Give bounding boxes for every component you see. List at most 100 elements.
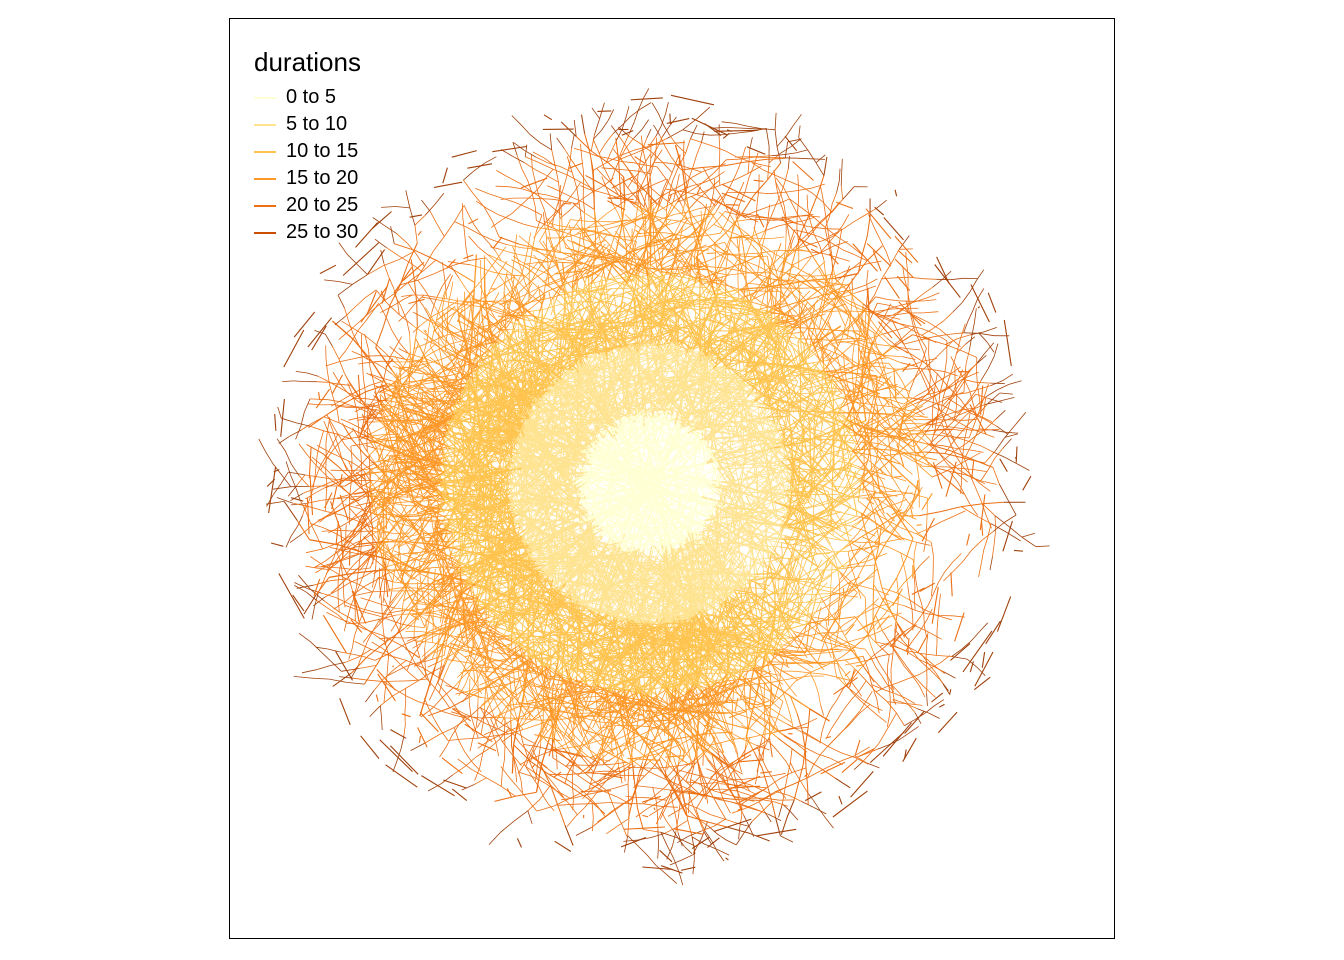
road-segment: [694, 214, 705, 217]
road-segment: [918, 447, 926, 457]
road-segment: [350, 491, 366, 495]
road-segment: [385, 316, 393, 331]
road-segment: [338, 327, 353, 340]
road-segment: [743, 787, 757, 795]
road-segment: [821, 457, 829, 467]
road-segment: [697, 807, 711, 815]
road-segment: [613, 219, 628, 223]
road-segment: [390, 462, 395, 478]
road-segment: [499, 265, 512, 275]
road-segment: [527, 798, 541, 812]
road-segment: [528, 272, 537, 286]
road-segment: [698, 448, 701, 459]
road-segment: [368, 679, 384, 682]
road-segment: [325, 470, 328, 485]
road-segment: [407, 362, 411, 377]
road-segment: [782, 677, 797, 681]
road-segment: [325, 361, 339, 367]
road-segment: [532, 756, 548, 768]
road-segment: [754, 581, 758, 602]
road-segment: [406, 319, 410, 334]
road-segment: [423, 306, 431, 320]
road-segment: [382, 258, 400, 267]
road-segment: [680, 281, 682, 292]
road-segment: [694, 309, 697, 320]
road-segment: [474, 777, 487, 785]
road-segment: [802, 540, 810, 549]
road-segment: [820, 435, 831, 438]
road-segment: [461, 784, 475, 791]
road-segment: [574, 803, 593, 805]
road-segment: [415, 250, 437, 261]
road-segment: [558, 275, 573, 282]
road-segment: [605, 825, 618, 835]
road-segment: [860, 700, 870, 709]
road-segment: [692, 219, 702, 226]
road-segment: [814, 386, 822, 395]
road-segment: [654, 786, 666, 797]
road-segment: [769, 679, 783, 684]
road-segment: [440, 353, 455, 360]
road-segment: [341, 564, 350, 578]
road-segment: [479, 752, 484, 768]
road-segment: [399, 314, 413, 326]
road-segment: [295, 425, 302, 440]
road-segment: [455, 270, 475, 283]
road-segment: [531, 154, 533, 169]
road-segment: [820, 394, 829, 402]
road-segment: [615, 722, 635, 734]
road-segment: [646, 128, 652, 139]
road-segment: [421, 296, 436, 300]
road-segment: [822, 761, 839, 770]
road-segment: [815, 275, 825, 277]
road-segment: [352, 274, 368, 285]
road-segment: [800, 605, 808, 615]
road-segment: [468, 235, 479, 248]
road-segment: [592, 716, 600, 729]
road-segment: [477, 246, 490, 257]
road-segment: [591, 803, 594, 818]
road-segment: [500, 820, 515, 833]
road-segment: [528, 290, 549, 304]
road-segment: [332, 404, 346, 407]
road-segment: [888, 363, 896, 372]
road-segment: [542, 373, 550, 382]
road-segment: [309, 539, 339, 546]
road-segment: [669, 255, 679, 261]
road-segment: [391, 329, 400, 343]
road-segment: [849, 713, 860, 725]
road-segment: [813, 496, 816, 507]
road-segment: [327, 399, 346, 404]
road-segment: [676, 740, 686, 752]
road-segment: [312, 516, 326, 525]
road-segment: [645, 710, 663, 715]
road-segment: [804, 320, 814, 332]
road-segment: [502, 302, 507, 316]
road-segment: [670, 274, 682, 282]
road-segment: [382, 626, 386, 642]
road-segment: [872, 705, 883, 711]
road-segment: [784, 679, 798, 693]
road-segment: [491, 283, 504, 292]
road-segment: [890, 417, 899, 426]
road-segment: [328, 433, 335, 447]
road-segment: [400, 306, 407, 320]
road-segment: [888, 441, 891, 451]
road-segment: [345, 524, 347, 540]
road-segment: [549, 238, 556, 252]
road-segment: [631, 228, 636, 241]
road-segment: [374, 238, 387, 249]
road-segment: [548, 251, 556, 269]
road-segment: [704, 304, 707, 317]
road-segment: [348, 321, 354, 336]
road-segment: [624, 709, 630, 720]
road-segment: [304, 474, 322, 478]
road-segment: [383, 668, 395, 680]
road-segment: [682, 853, 696, 860]
road-segment: [752, 587, 767, 590]
road-segment: [321, 465, 333, 476]
road-segment: [614, 783, 629, 789]
road-segment: [290, 525, 298, 537]
road-segment: [439, 347, 448, 358]
road-segment: [297, 515, 304, 527]
